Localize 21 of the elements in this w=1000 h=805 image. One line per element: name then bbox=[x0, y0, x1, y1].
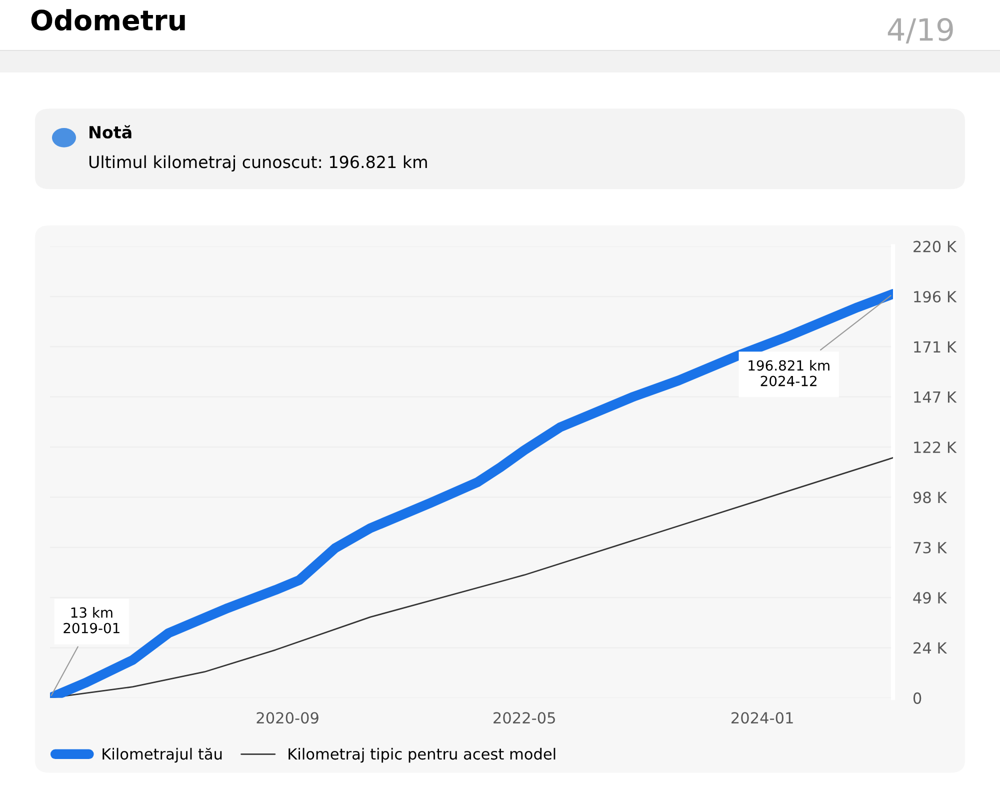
y-tick-label: 0 bbox=[913, 692, 922, 704]
y-tick-label: 24 K bbox=[914, 642, 948, 654]
legend-label: Kilometrajul tău bbox=[102, 748, 222, 763]
y-tick-label: 171 K bbox=[914, 341, 957, 352]
text: 4/19 bbox=[888, 18, 953, 44]
x-tick-label: 2024-01 bbox=[732, 712, 793, 724]
legend-label: Kilometraj tipic pentru acest model bbox=[288, 748, 556, 763]
y-tick-label: 98 K bbox=[913, 492, 948, 504]
y-tick-label: 73 K bbox=[914, 542, 948, 554]
y-tick-label: 196 K bbox=[914, 290, 957, 303]
chart-title: Odometru bbox=[31, 9, 185, 31]
y-tick-label: 49 K bbox=[913, 592, 948, 604]
y-tick-label: 122 K bbox=[914, 442, 957, 453]
y-tick-label: 147 K bbox=[914, 392, 957, 403]
y-tick-label: 220 K bbox=[914, 240, 957, 252]
annotation: 13 km 2019-01 bbox=[64, 607, 120, 634]
text: Ultimul kilometraj cunoscut: 196.821 km bbox=[89, 155, 427, 172]
annotation: 196.821 km 2024-12 bbox=[748, 360, 830, 386]
x-tick-label: 2020-09 bbox=[256, 712, 318, 724]
text: Notă bbox=[90, 125, 132, 138]
x-tick-label: 2022-05 bbox=[494, 712, 555, 724]
